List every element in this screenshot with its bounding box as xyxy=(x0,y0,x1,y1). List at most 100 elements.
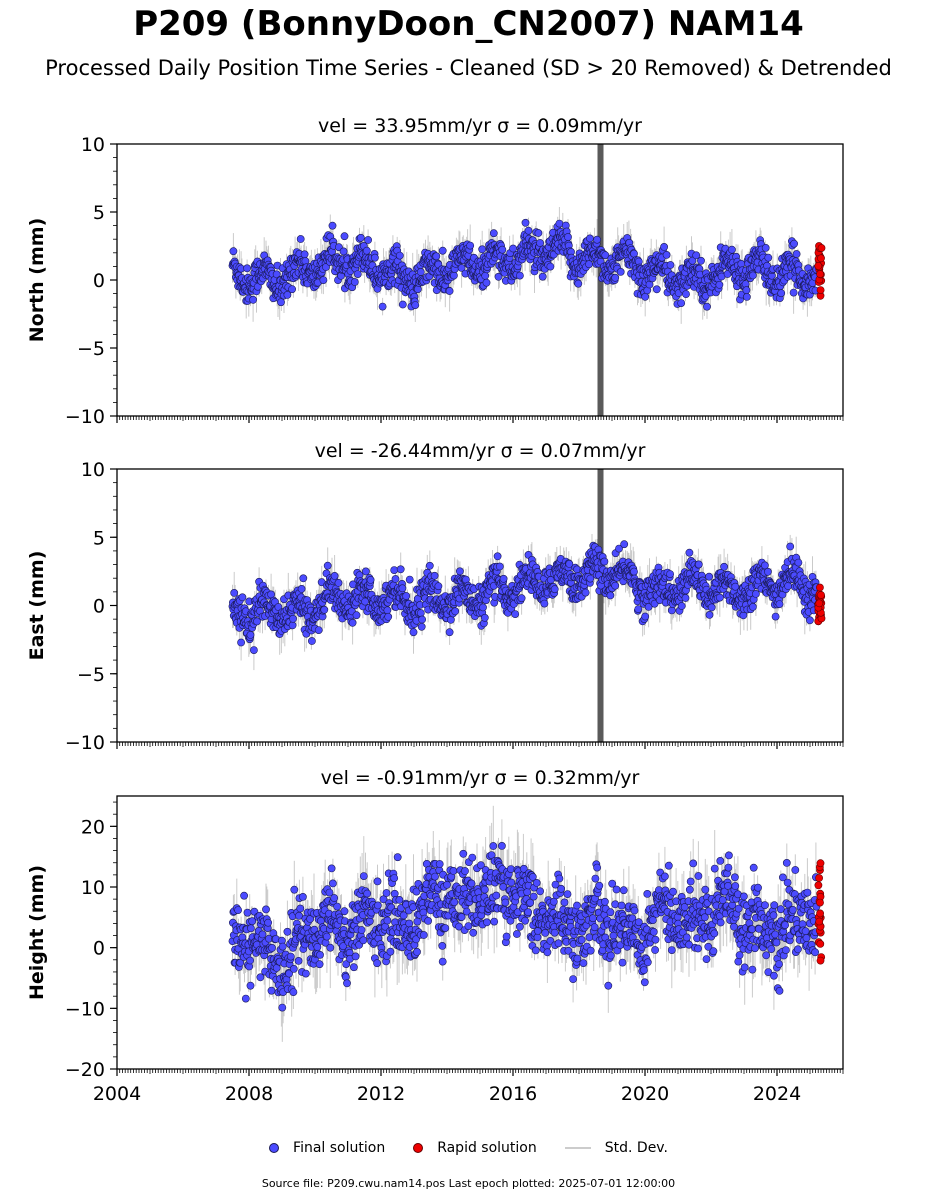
final-solution-point xyxy=(777,289,786,298)
final-solution-point xyxy=(328,221,337,230)
final-solution-point xyxy=(395,251,404,260)
y-tick-label: 5 xyxy=(93,202,105,224)
final-solution-point xyxy=(449,271,458,280)
final-solution-point xyxy=(585,260,593,269)
final-solution-point xyxy=(480,613,489,622)
final-solution-point xyxy=(546,262,555,271)
final-solution-point xyxy=(694,560,703,569)
final-solution-point xyxy=(495,562,504,571)
final-solution-point xyxy=(611,581,620,590)
final-solution-point xyxy=(550,585,559,594)
final-solution-point xyxy=(230,589,239,597)
final-solution-point xyxy=(482,278,491,287)
final-solution-point xyxy=(586,574,595,583)
final-solution-point xyxy=(390,566,399,574)
final-solution-point xyxy=(775,600,784,608)
final-solution-point xyxy=(534,229,543,237)
final-solution-point xyxy=(692,251,701,260)
final-solution-point xyxy=(593,235,601,244)
final-solution-point xyxy=(764,253,773,262)
final-solution-point xyxy=(353,270,362,278)
final-solution-point xyxy=(511,610,520,618)
y-tick-label: 5 xyxy=(93,527,105,549)
rapid-solution-point xyxy=(816,583,824,592)
rapid-solution-point xyxy=(816,270,824,278)
final-solution-point xyxy=(416,609,425,617)
final-solution-point xyxy=(297,585,306,593)
final-solution-point xyxy=(752,590,760,598)
final-solution-point xyxy=(370,253,379,262)
final-solution-point xyxy=(794,558,803,567)
final-solution-point xyxy=(521,218,530,227)
final-solution-point xyxy=(493,552,502,561)
final-solution-point xyxy=(319,276,328,284)
final-solution-point xyxy=(786,542,795,551)
final-solution-point xyxy=(417,622,426,631)
final-solution-point xyxy=(581,588,590,597)
final-solution-point xyxy=(446,615,455,624)
chart-panel-north: vel = 33.95mm/yr σ = 0.09mm/yr North (mm)… xyxy=(26,115,844,428)
final-solution-point xyxy=(277,298,285,307)
final-solution-point xyxy=(634,605,643,613)
final-solution-point xyxy=(546,576,555,584)
chart-panel-east: vel = -26.44mm/yr σ = 0.07mm/yr East (mm)… xyxy=(26,440,844,754)
final-solution-point xyxy=(611,273,620,282)
final-solution-point xyxy=(616,267,625,276)
final-solution-point xyxy=(707,603,716,612)
final-solution-point xyxy=(430,571,439,580)
final-solution-point xyxy=(499,574,508,583)
final-solution-point xyxy=(362,246,371,255)
final-solution-point xyxy=(737,259,746,268)
final-solution-point xyxy=(749,603,757,611)
final-solution-point xyxy=(681,594,690,602)
final-solution-point xyxy=(274,603,283,611)
final-solution-point xyxy=(574,279,583,288)
final-solution-point xyxy=(253,617,261,626)
final-solution-point xyxy=(323,561,332,570)
final-solution-point xyxy=(790,239,798,248)
final-solution-point xyxy=(364,236,372,244)
final-solution-point xyxy=(536,239,544,247)
rapid-solution-points xyxy=(814,242,826,300)
final-solution-point xyxy=(806,616,814,625)
final-solution-point xyxy=(445,628,454,637)
final-solution-point xyxy=(249,295,257,304)
final-solution-point xyxy=(761,561,769,570)
final-solution-point xyxy=(405,575,414,584)
final-solution-point xyxy=(451,607,460,616)
final-solution-point xyxy=(481,271,490,280)
final-solution-point xyxy=(498,245,507,254)
final-solution-point xyxy=(509,244,517,253)
final-solution-point xyxy=(243,264,251,273)
final-solution-point xyxy=(339,247,348,256)
final-solution-point xyxy=(383,606,392,615)
final-solution-point xyxy=(600,557,609,566)
final-solution-point xyxy=(356,233,365,242)
final-solution-point xyxy=(361,567,370,576)
final-solution-point xyxy=(792,250,801,258)
final-solution-point xyxy=(378,302,387,311)
rapid-solution-point xyxy=(817,591,825,599)
panel-title: vel = -26.44mm/yr σ = 0.07mm/yr xyxy=(315,440,646,462)
final-solution-point xyxy=(728,245,736,254)
final-solution-point xyxy=(540,599,549,608)
final-solution-point xyxy=(296,235,305,243)
final-solution-points xyxy=(228,540,821,654)
final-solution-point xyxy=(789,288,798,297)
final-solution-point xyxy=(289,614,297,623)
final-solution-point xyxy=(366,576,375,584)
final-solution-point xyxy=(238,593,247,602)
chart-main-title: P209 (BonnyDoon_CN2007) NAM14 xyxy=(133,4,804,44)
final-solution-point xyxy=(771,612,780,621)
final-solution-points xyxy=(228,218,821,311)
final-solution-point xyxy=(438,246,447,255)
final-solution-point xyxy=(761,243,770,252)
final-solution-point xyxy=(644,603,653,611)
std-dev-spike xyxy=(597,469,604,742)
final-solution-point xyxy=(300,250,309,259)
final-solution-point xyxy=(697,256,705,265)
final-solution-point xyxy=(630,567,638,576)
rapid-solution-points xyxy=(814,583,826,626)
final-solution-point xyxy=(479,603,487,612)
